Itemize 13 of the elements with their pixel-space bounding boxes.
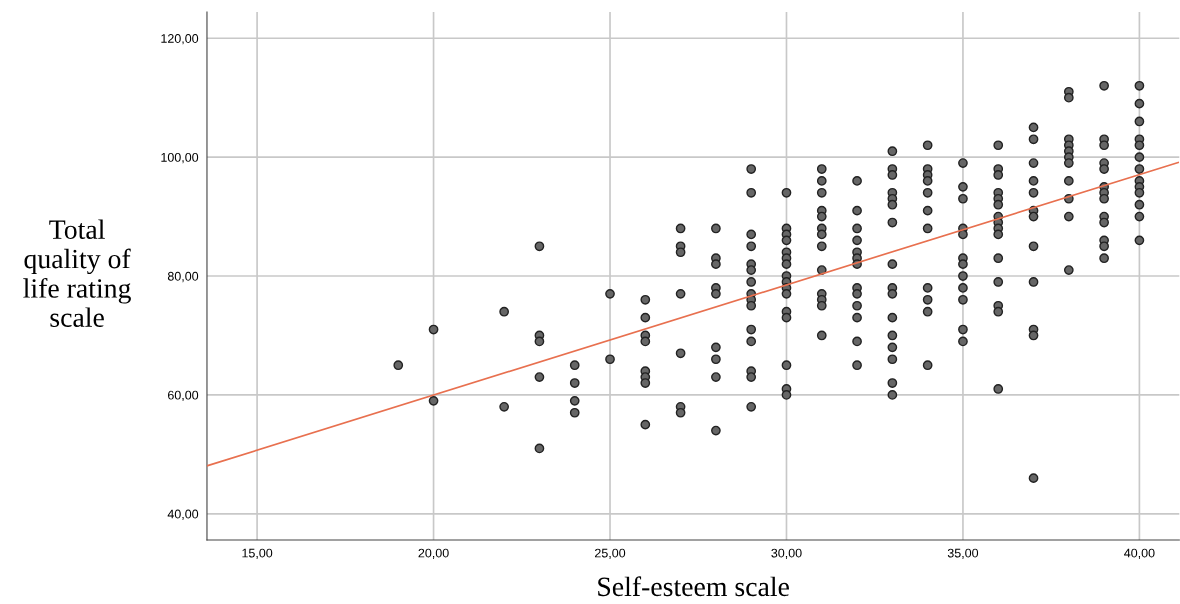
x-tick-label: 15,00 <box>242 548 273 559</box>
x-tick-label: 35,00 <box>947 548 979 559</box>
y-tick-label: 80,00 <box>167 271 199 283</box>
x-tick-label: 20,00 <box>418 548 449 559</box>
x-tick-label: 25,00 <box>595 548 626 559</box>
y-tick-label: 120,00 <box>161 34 199 45</box>
y-axis-title: Total quality of life rating scale <box>23 219 131 327</box>
y-tick-label: 60,00 <box>168 390 199 402</box>
y-tick-label: 100,00 <box>161 152 199 164</box>
x-tick-label: 40,00 <box>1124 548 1155 559</box>
y-tick-label: 40,00 <box>167 509 199 520</box>
x-tick-label: 30,00 <box>771 548 802 559</box>
x-axis-title: Self-esteem scale <box>598 576 789 597</box>
